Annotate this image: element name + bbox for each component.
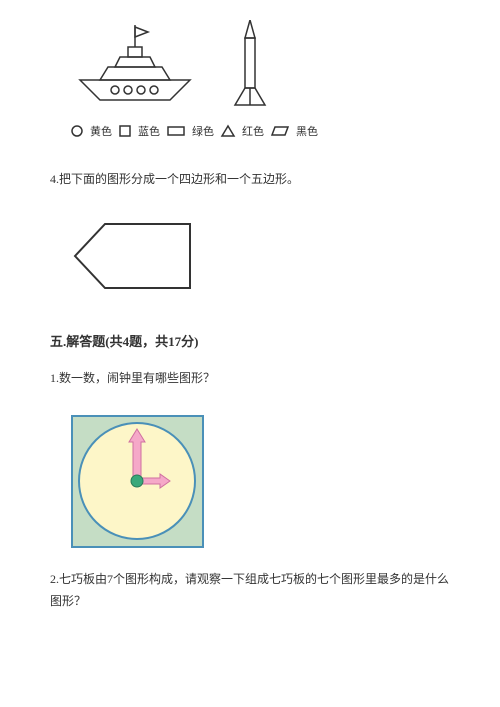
q5-2-text: 2.七巧板由7个图形构成，请观察一下组成七巧板的七个图形里最多的是什么图形？ <box>50 569 450 612</box>
rocket-figure <box>230 20 270 115</box>
q5-1-text: 1.数一数，闹钟里有哪些图形？ <box>50 368 450 390</box>
pentagon-figure <box>70 216 450 296</box>
q4-text: 4.把下面的图形分成一个四边形和一个五边形。 <box>50 169 450 191</box>
clock-figure <box>70 414 450 549</box>
top-figures <box>70 20 450 115</box>
section5-title: 五.解答题(共4题，共17分) <box>50 331 450 350</box>
triangle-icon <box>220 124 236 138</box>
legend-blue: 蓝色 <box>138 123 160 139</box>
legend-red: 红色 <box>242 123 264 139</box>
circle-icon <box>70 124 84 138</box>
color-legend: 黄色 蓝色 绿色 红色 黑色 <box>70 123 450 139</box>
square-icon <box>118 124 132 138</box>
legend-green: 绿色 <box>192 123 214 139</box>
legend-yellow: 黄色 <box>90 123 112 139</box>
parallelogram-icon <box>270 124 290 138</box>
legend-black: 黑色 <box>296 123 318 139</box>
ship-figure <box>70 25 200 115</box>
rect-icon <box>166 124 186 138</box>
